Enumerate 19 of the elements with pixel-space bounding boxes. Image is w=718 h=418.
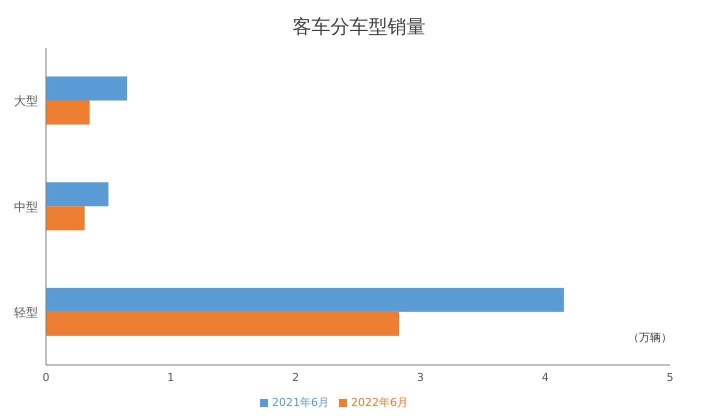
bar [46,288,564,312]
x-axis-title: （万辆） [628,330,672,345]
x-tick-label: 3 [416,370,424,384]
y-tick-label: 轻型 [14,305,38,320]
chart-title: 客车分车型销量 [292,15,426,40]
y-tick-label: 大型 [14,94,38,108]
x-tick-label: 0 [42,370,50,384]
x-tick-label: 4 [542,370,549,384]
x-tick-label: 5 [666,370,674,384]
bar [46,182,108,206]
bar [46,76,128,101]
bar [46,206,85,230]
bar [46,100,90,125]
x-tick-label: 2 [292,370,300,384]
legend-label: 2021年6月 [272,396,329,409]
bar [46,312,400,336]
legend-label: 2022年6月 [351,396,408,409]
x-tick-label: 1 [167,370,174,384]
y-tick-label: 中型 [14,200,38,214]
